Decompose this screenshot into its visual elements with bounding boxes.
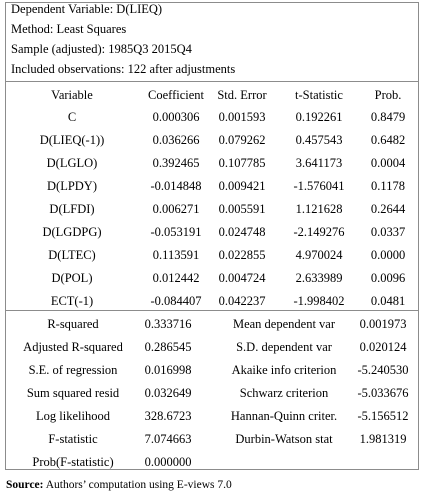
coef-cell-t-statistic: 2.633989 [295, 271, 343, 285]
coef-cell-variable: D(POL) [51, 271, 93, 285]
coef-cell-variable: ECT(-1) [50, 294, 94, 308]
stat-value-right: -5.156512 [357, 409, 409, 423]
coef-cell-prob: 0.0481 [370, 294, 406, 308]
coef-cell-t-statistic: 4.970024 [295, 248, 343, 262]
coef-cell-std-error: 0.009421 [218, 179, 266, 193]
stat-value-left: 0.016998 [144, 363, 192, 377]
coef-cell-variable: D(LGDPG) [42, 225, 102, 239]
coef-cell-coefficient: -0.014848 [150, 179, 202, 193]
coef-cell-prob: 0.0000 [370, 248, 406, 262]
stat-label-right: Mean dependent var [232, 317, 336, 331]
coef-cell-variable: D(LTEC) [48, 248, 96, 262]
coef-cell-variable: C [67, 110, 77, 124]
coef-cell-std-error: 0.079262 [218, 133, 266, 147]
coef-cell-std-error: 0.001593 [218, 110, 266, 124]
coef-cell-std-error: 0.024748 [218, 225, 266, 239]
coef-cell-prob: 0.1178 [371, 179, 405, 193]
stat-label-left: Log likelihood [36, 409, 110, 423]
stat-label-left: R-squared [47, 317, 99, 331]
dependent-variable: Dependent Variable: D(LIEQ) [11, 2, 163, 16]
coef-cell-std-error: 0.107785 [218, 156, 266, 170]
stat-value-left: 0.032649 [144, 386, 192, 400]
stat-label-right: Durbin-Watson stat [235, 432, 333, 446]
stat-value-right: 1.981319 [359, 432, 407, 446]
column-header-prob: Prob. [374, 88, 402, 102]
stat-label-right: Schwarz criterion [239, 386, 329, 400]
coef-cell-std-error: 0.022855 [218, 248, 266, 262]
coef-cell-coefficient: 0.036266 [152, 133, 200, 147]
coef-cell-coefficient: 0.012442 [152, 271, 200, 285]
coef-cell-prob: 0.2644 [370, 202, 406, 216]
coef-cell-variable: D(LIEQ(-1)) [39, 133, 105, 147]
coef-cell-coefficient: -0.084407 [150, 294, 202, 308]
coef-cell-t-statistic: -1.998402 [293, 294, 345, 308]
stat-label-left: F-statistic [48, 432, 98, 446]
coef-cell-t-statistic: 0.192261 [295, 110, 343, 124]
coef-cell-prob: 0.0337 [370, 225, 406, 239]
stat-value-left: 0.000000 [144, 455, 192, 469]
coef-cell-t-statistic: 3.641173 [295, 156, 343, 170]
column-header-t-statistic: t-Statistic [295, 88, 343, 102]
coef-cell-coefficient: 0.006271 [152, 202, 200, 216]
coef-cell-variable: D(LGLO) [46, 156, 98, 170]
observations-count: Included observations: 122 after adjustm… [11, 62, 236, 76]
stat-label-left: S.E. of regression [28, 363, 118, 377]
sample-period: Sample (adjusted): 1985Q3 2015Q4 [11, 42, 192, 56]
coef-cell-t-statistic: 0.457543 [295, 133, 343, 147]
coef-cell-coefficient: 0.113591 [152, 248, 200, 262]
source-text: Authors’ computation using E-views 7.0 [43, 479, 232, 491]
header-divider [6, 81, 418, 82]
stat-label-right: Akaike info criterion [231, 363, 337, 377]
regression-output-box [5, 2, 419, 470]
coef-cell-std-error: 0.004724 [218, 271, 266, 285]
coef-cell-variable: D(LPDY) [47, 179, 97, 193]
coef-cell-prob: 0.0004 [370, 156, 406, 170]
coef-cell-prob: 0.8479 [370, 110, 406, 124]
coef-cell-coefficient: 0.392465 [152, 156, 200, 170]
stat-value-left: 0.333716 [144, 317, 192, 331]
coef-cell-std-error: 0.005591 [218, 202, 266, 216]
stat-value-left: 7.074663 [144, 432, 192, 446]
source-note: Source: Authors’ computation using E-vie… [6, 478, 232, 492]
estimation-method: Method: Least Squares [11, 22, 127, 36]
stat-value-left: 0.286545 [144, 340, 192, 354]
stat-value-right: 0.001973 [359, 317, 407, 331]
stat-value-right: -5.033676 [357, 386, 409, 400]
coef-cell-t-statistic: -1.576041 [293, 179, 345, 193]
stat-value-right: -5.240530 [357, 363, 409, 377]
stat-value-right: 0.020124 [359, 340, 407, 354]
source-label: Source: [6, 479, 44, 491]
stat-label-left: Adjusted R-squared [23, 340, 123, 354]
stats-divider [6, 310, 418, 311]
column-header-variable: Variable [51, 88, 93, 102]
stat-label-left: Sum squared resid [26, 386, 120, 400]
column-header-std-error: Std. Error [217, 88, 267, 102]
stat-label-right: Hannan-Quinn criter. [230, 409, 338, 423]
column-header-coefficient: Coefficient [148, 88, 204, 102]
coef-cell-std-error: 0.042237 [218, 294, 266, 308]
coef-cell-coefficient: 0.000306 [152, 110, 200, 124]
stat-value-left: 328.6723 [144, 409, 192, 423]
coef-cell-prob: 0.0096 [370, 271, 406, 285]
stat-label-right: S.D. dependent var [236, 340, 332, 354]
coef-cell-prob: 0.6482 [370, 133, 406, 147]
coef-cell-t-statistic: 1.121628 [295, 202, 343, 216]
stat-label-left: Prob(F-statistic) [32, 455, 114, 469]
coef-cell-coefficient: -0.053191 [150, 225, 202, 239]
coef-cell-variable: D(LFDI) [49, 202, 95, 216]
coef-cell-t-statistic: -2.149276 [293, 225, 345, 239]
